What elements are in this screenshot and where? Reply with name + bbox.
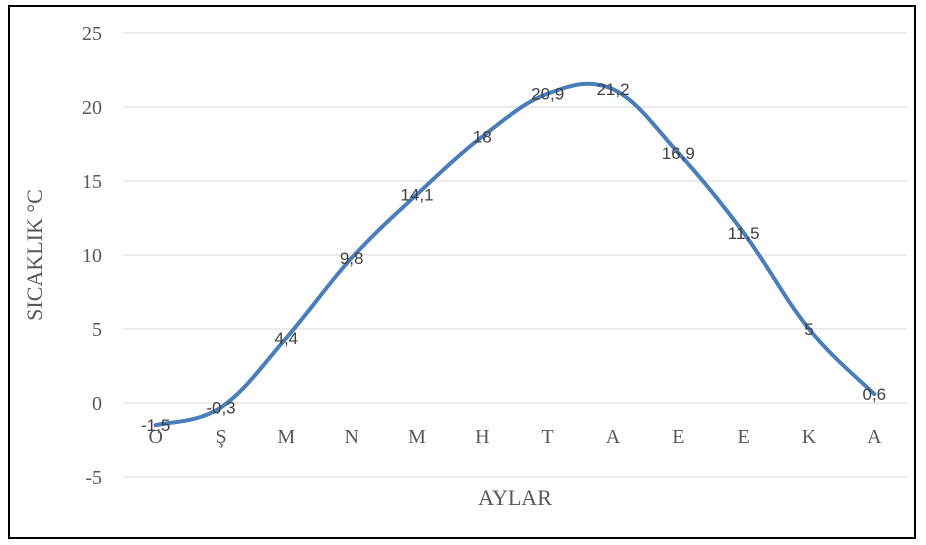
x-tick-label: A (606, 426, 621, 448)
data-label: -1,5 (141, 416, 170, 435)
x-tick-label: H (475, 426, 489, 448)
x-tick-label: K (802, 426, 817, 448)
data-label: 16,9 (662, 144, 695, 163)
data-label: 11,5 (728, 224, 760, 243)
data-labels: -1,5 -0,3 4,4 9,8 14,1 18 20,9 21,2 16,9 11,5 5 0,6 (141, 80, 886, 435)
y-tick-label: 15 (82, 171, 102, 193)
y-tick-label: 0 (92, 393, 102, 415)
data-label: 18 (473, 128, 492, 147)
x-axis-title: AYLAR (478, 485, 552, 510)
data-label: 9,8 (340, 249, 364, 268)
x-tick-label: E (738, 426, 750, 448)
x-tick-label: Ş (215, 426, 226, 448)
chart-frame (8, 5, 916, 539)
y-tick-label: 20 (82, 97, 102, 119)
y-axis-ticks: -5 0 5 10 15 20 25 (82, 23, 102, 489)
y-tick-label: 25 (82, 23, 102, 45)
data-label: 0,6 (863, 385, 887, 404)
x-tick-label: M (277, 426, 295, 448)
x-tick-label: M (408, 426, 426, 448)
x-tick-label: T (542, 426, 554, 448)
data-label: 20,9 (531, 85, 564, 104)
y-tick-label: 10 (82, 245, 102, 267)
x-tick-label: E (672, 426, 684, 448)
data-label: 14,1 (400, 185, 433, 204)
data-label: 21,2 (596, 80, 629, 99)
series-line (153, 81, 877, 428)
data-label: 4,4 (275, 329, 299, 348)
x-tick-label: N (344, 426, 358, 448)
gridlines (123, 32, 907, 478)
y-tick-label: -5 (85, 467, 102, 489)
x-tick-label: O (148, 426, 162, 448)
data-label: 5 (804, 320, 813, 339)
y-axis-title: SICAKLIK °C (22, 189, 47, 321)
data-label: -0,3 (206, 398, 235, 417)
y-tick-label: 5 (92, 319, 102, 341)
x-tick-label: A (867, 426, 882, 448)
